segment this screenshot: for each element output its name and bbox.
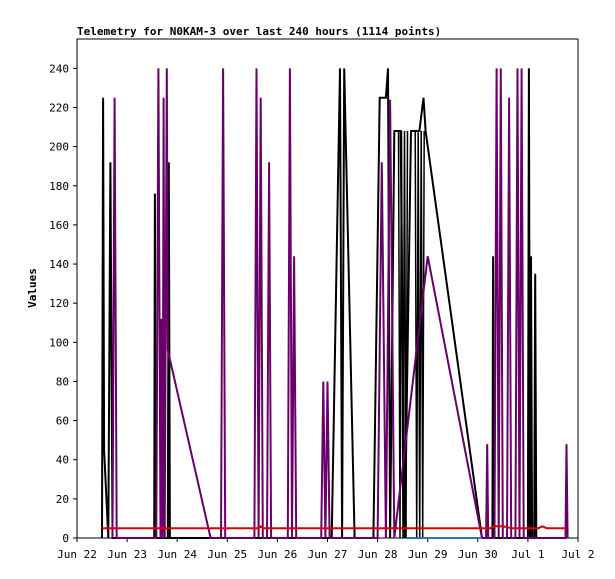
y-tick-label: 200	[49, 141, 69, 154]
y-tick-label: 140	[49, 258, 69, 271]
y-tick-label: 180	[49, 180, 69, 193]
y-tick-label: 160	[49, 219, 69, 232]
x-tick-label: Jun 27	[308, 548, 348, 561]
x-tick-label: Jun 29	[408, 548, 448, 561]
y-tick-label: 220	[49, 101, 69, 114]
series-line-2	[111, 68, 569, 539]
series-line-3	[102, 524, 566, 530]
x-tick-label: Jun 24	[157, 548, 197, 561]
x-tick-label: Jul 1	[511, 548, 544, 561]
x-tick-label: Jun 26	[258, 548, 298, 561]
dense-oscillation-region	[397, 130, 409, 539]
x-tick-label: Jul 2	[561, 548, 594, 561]
x-tick-label: Jun 30	[458, 548, 498, 561]
x-tick-label: Jun 25	[207, 548, 247, 561]
y-tick-label: 20	[56, 493, 69, 506]
x-tick-label: Jun 28	[358, 548, 398, 561]
y-axis: 0 20 40 60 80 100 120 140 160 180 200 220 240	[49, 62, 77, 545]
y-tick-label: 120	[49, 297, 69, 310]
y-tick-label: 100	[49, 336, 69, 349]
y-tick-label: 60	[56, 415, 69, 428]
x-tick-label: Jun 22	[57, 548, 97, 561]
x-tick-label: Jun 23	[107, 548, 147, 561]
series-layer	[101, 68, 569, 539]
x-axis: Jun 22 Jun 23 Jun 24 Jun 25 Jun 26 Jun 27 Jun …	[57, 538, 595, 561]
y-tick-label: 40	[56, 454, 69, 467]
y-tick-label: 80	[56, 375, 69, 388]
chart-title: Telemetry for N0KAM-3 over last 240 hour…	[77, 25, 441, 38]
y-tick-label: 240	[49, 62, 69, 75]
y-tick-label: 0	[62, 532, 69, 545]
y-axis-label: Values	[26, 268, 39, 308]
